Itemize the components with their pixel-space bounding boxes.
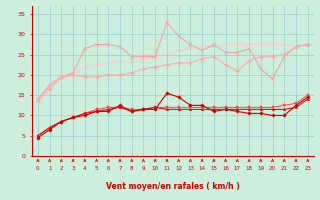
- X-axis label: Vent moyen/en rafales ( km/h ): Vent moyen/en rafales ( km/h ): [106, 182, 240, 191]
